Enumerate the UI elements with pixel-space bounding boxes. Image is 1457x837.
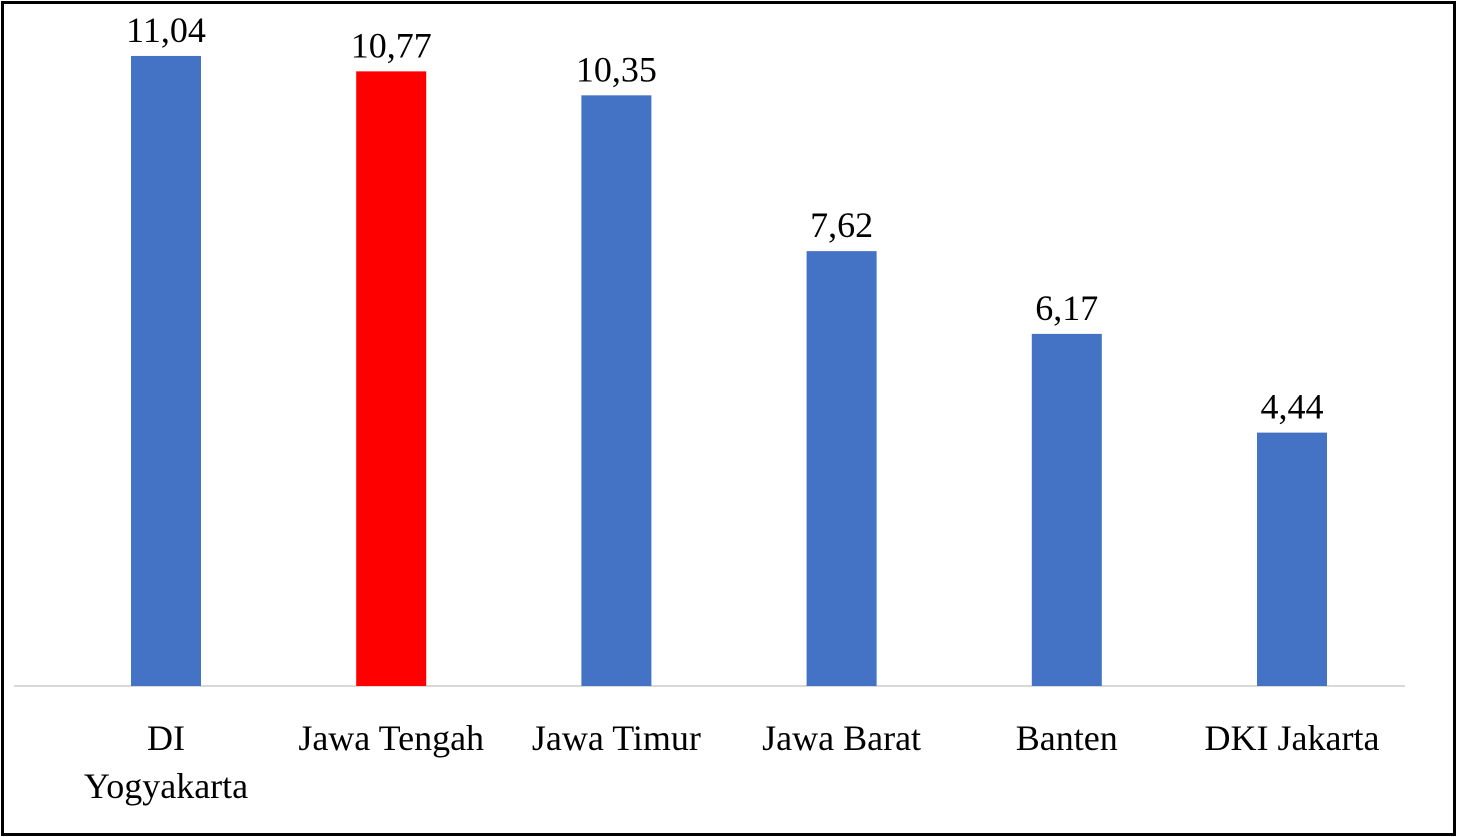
value-label-5: 6,17 [1035,288,1098,328]
bar-6 [1257,432,1327,686]
value-labels-group: 11,04 10,77 10,35 7,62 6,17 4,44 [126,10,1323,427]
category-label-2: Jawa Tengah [298,718,484,758]
value-label-2: 10,77 [351,25,432,65]
category-label-line: DKI Jakarta [1205,718,1380,758]
category-labels-group: DI Yogyakarta Jawa Tengah Jawa Timur Jawa Ba… [84,718,1380,806]
bar-5 [1031,333,1102,686]
value-label-3: 10,35 [576,49,657,89]
category-label-1: DI Yogyakarta [84,718,248,806]
bar-chart: 11,04 10,77 10,35 7,62 6,17 4,44 DI Yogyakarta… [14,10,1405,806]
category-label-6: DKI Jakarta [1205,718,1380,758]
category-label-3: Jawa Timur [532,718,701,758]
bar-2 [356,71,427,686]
bar-3 [581,95,652,687]
category-label-line: Banten [1016,718,1118,758]
category-label-line: Jawa Barat [762,718,921,758]
bars-group [131,55,1327,687]
bar-1 [131,55,201,687]
category-label-5: Banten [1016,718,1118,758]
value-label-1: 11,04 [126,10,206,50]
category-label-line: DI [147,718,185,758]
value-label-4: 7,62 [810,205,873,245]
value-label-6: 4,44 [1261,387,1324,427]
category-label-line: Jawa Timur [532,718,701,758]
category-label-4: Jawa Barat [762,718,921,758]
category-label-line: Jawa Tengah [298,718,484,758]
bar-4 [806,251,877,687]
category-label-line: Yogyakarta [84,766,248,806]
